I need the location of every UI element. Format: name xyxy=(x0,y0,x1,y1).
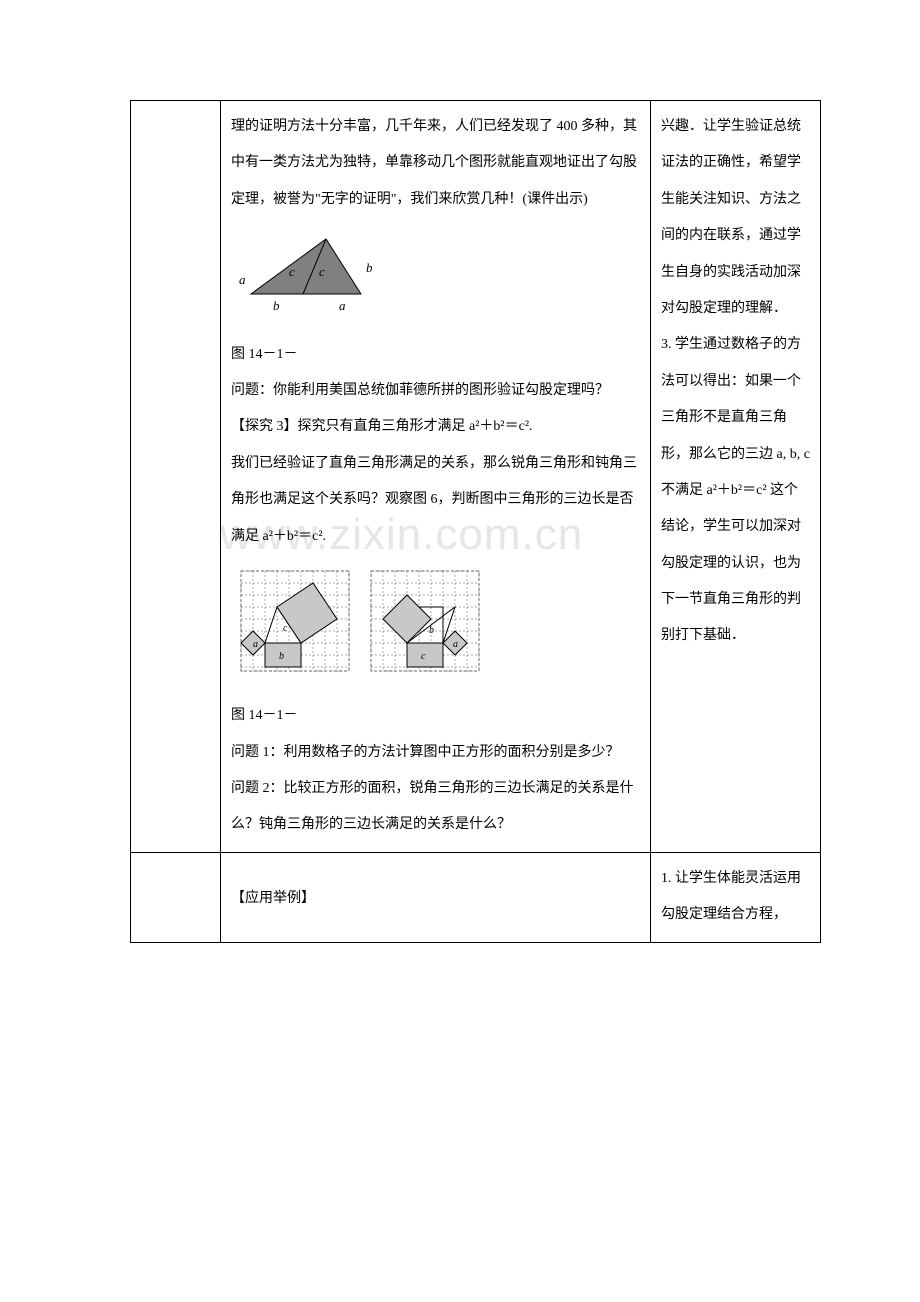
grid-figure: a b c a c xyxy=(231,561,640,696)
application-heading: 【应用举例】 xyxy=(231,881,640,917)
探究3-a: 【探究 3】探究只有直角三角形才满足 a²＋b²＝c². xyxy=(231,409,640,445)
svg-text:b: b xyxy=(273,298,280,313)
svg-text:a: a xyxy=(339,298,346,313)
svg-text:c: c xyxy=(319,264,325,279)
fig-label-1: 图 14－1－ xyxy=(231,337,640,373)
cell-right-top: 兴趣．让学生验证总统证法的正确性，希望学生能关注知识、方法之间的内在联系，通过学… xyxy=(651,101,821,853)
right-para-2: 3. 学生通过数格子的方法可以得出：如果一个三角形不是直角三角形，那么它的三边 … xyxy=(661,327,810,655)
cell-mid-bottom: 【应用举例】 xyxy=(221,852,651,942)
svg-text:b: b xyxy=(279,651,284,662)
探究3-b: 我们已经验证了直角三角形满足的关系，那么锐角三角形和钝角三角形也满足这个关系吗？… xyxy=(231,446,640,555)
right-para-1: 兴趣．让学生验证总统证法的正确性，希望学生能关注知识、方法之间的内在联系，通过学… xyxy=(661,109,810,327)
cell-mid-top: 理的证明方法十分丰富，几千年来，人们已经发现了 400 多种，其中有一类方法尤为… xyxy=(221,101,651,853)
main-table: 理的证明方法十分丰富，几千年来，人们已经发现了 400 多种，其中有一类方法尤为… xyxy=(130,100,821,943)
cell-right-bottom: 1. 让学生体能灵活运用勾股定理结合方程， xyxy=(651,852,821,942)
para-intro: 理的证明方法十分丰富，几千年来，人们已经发现了 400 多种，其中有一类方法尤为… xyxy=(231,109,640,218)
cell-left-top xyxy=(131,101,221,853)
svg-text:a: a xyxy=(253,639,258,650)
question-1: 问题 1：利用数格子的方法计算图中正方形的面积分别是多少？ xyxy=(231,735,640,771)
svg-text:a: a xyxy=(239,272,246,287)
svg-text:c: c xyxy=(289,264,295,279)
svg-text:b: b xyxy=(366,260,373,275)
question-president: 问题：你能利用美国总统伽菲德所拼的图形验证勾股定理吗？ xyxy=(231,373,640,409)
question-2: 问题 2：比较正方形的面积，锐角三角形的三边长满足的关系是什么？钝角三角形的三边… xyxy=(231,771,640,844)
fig-label-2: 图 14－1－ xyxy=(231,698,640,734)
right-bottom-para: 1. 让学生体能灵活运用勾股定理结合方程， xyxy=(661,861,810,934)
triangle-figure: a c c b b a xyxy=(231,224,640,334)
svg-text:c: c xyxy=(421,651,426,662)
svg-text:c: c xyxy=(283,623,288,634)
cell-left-bottom xyxy=(131,852,221,942)
svg-text:b: b xyxy=(429,625,434,636)
svg-text:a: a xyxy=(453,639,458,650)
